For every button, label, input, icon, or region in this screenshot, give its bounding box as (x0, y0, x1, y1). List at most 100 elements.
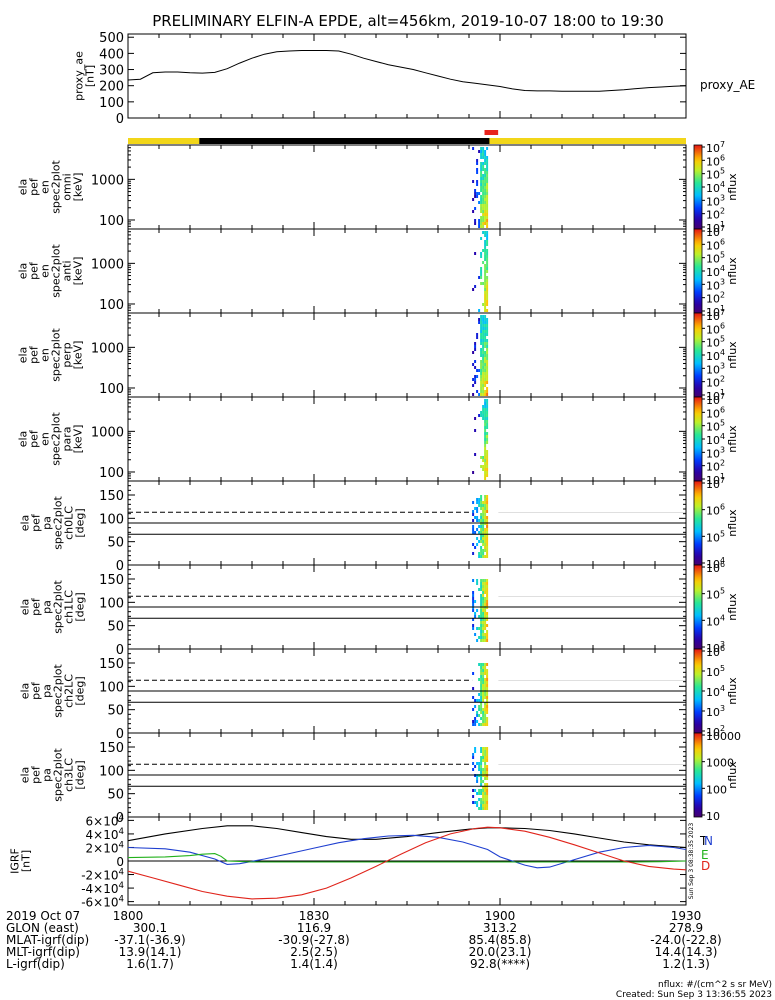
colorbar-tick-label: 105 (706, 664, 725, 679)
spectrogram-cell (474, 195, 477, 198)
spectrogram-cell (486, 537, 489, 540)
spectrogram-cell (472, 351, 475, 354)
spectrogram-cell (478, 678, 481, 681)
y-tick-label: 50 (107, 788, 124, 803)
spectrogram-cell (484, 534, 487, 537)
spectrogram-cell (486, 327, 489, 330)
spectrogram-cell (482, 672, 485, 675)
orbit-bar-segment-sunlit (128, 138, 200, 144)
spectrogram-cell (480, 531, 483, 534)
spectrogram-cell (484, 174, 487, 177)
spectrogram-cell (486, 324, 489, 327)
spectrogram-cell (480, 678, 483, 681)
spectrogram-cell (480, 807, 483, 810)
spectrogram-cell (484, 519, 487, 522)
spectrogram-cell (484, 612, 487, 615)
spectrogram-cell (480, 171, 483, 174)
y-tick-label: 0 (116, 112, 124, 127)
spectrogram-cell (484, 294, 487, 297)
spectrogram-cell (484, 309, 487, 312)
colorbar-ch3LC (693, 732, 703, 818)
y-tick-label: 50 (107, 620, 124, 635)
spectrogram-cell (476, 609, 479, 612)
spectrogram-cell (480, 207, 483, 210)
spectrogram-cell (472, 723, 475, 726)
spectrogram-cell (486, 297, 489, 300)
spectrogram-cell (484, 375, 487, 378)
spectrogram-cell (484, 249, 487, 252)
spectrogram-cell (484, 351, 487, 354)
spectrogram-cell (482, 579, 485, 582)
y-tick-label: 0 (116, 643, 124, 658)
spectrogram-cell (484, 792, 487, 795)
spectrogram-cell (482, 414, 485, 417)
spectrogram-cell (484, 408, 487, 411)
spectrogram-cell (478, 201, 481, 204)
spectrogram-cell (472, 288, 475, 291)
y-tick-label: 0 (116, 855, 124, 869)
panel-para-ylabel-line: para (61, 427, 74, 452)
spectrogram-cell (486, 516, 489, 519)
colorbar-tick-label: 105 (706, 529, 725, 544)
panel-para-ylabel-line: spec2plot (50, 412, 63, 466)
spectrogram-cell (472, 708, 475, 711)
spectrogram-cell (484, 669, 487, 672)
colorbar-tick-label: 107 (706, 308, 725, 323)
spectrogram-cell (478, 219, 481, 222)
spectrogram-cell (476, 162, 479, 165)
colorbar-tick-label: 106 (706, 503, 725, 518)
spectrogram-cell (486, 618, 489, 621)
spectrogram-cell (486, 252, 489, 255)
spectrogram-cell (486, 162, 489, 165)
spectrogram-cell (482, 303, 485, 306)
spectrogram-cell (482, 198, 485, 201)
colorbar-tick-label: 105 (706, 335, 725, 350)
spectrogram-cell (486, 303, 489, 306)
footer-row-label: MLAT-igrf(dip) (6, 933, 89, 947)
spectrogram-cell (472, 753, 475, 756)
orbit-bar-segment-sunlit (489, 138, 686, 144)
spectrogram-cell (486, 411, 489, 414)
spectrogram-cell (480, 381, 483, 384)
panel-ch2LC-ylabel-line: pef (30, 681, 43, 700)
spectrogram-cell (486, 585, 489, 588)
colorbar-tick-label: 100 (706, 783, 727, 796)
spectrogram-cell (482, 348, 485, 351)
spectrogram-cell (484, 291, 487, 294)
spectrogram-cell (482, 357, 485, 360)
spectrogram-cell (482, 594, 485, 597)
spectrogram-cell (480, 552, 483, 555)
spectrogram-cell (484, 717, 487, 720)
spectrogram-cell (484, 201, 487, 204)
spectrogram-cell (482, 747, 485, 750)
spectrogram-cell (484, 723, 487, 726)
spectrogram-cell (482, 261, 485, 264)
spectrogram-cell (484, 426, 487, 429)
spectrogram-cell (484, 441, 487, 444)
spectrogram-cell (482, 549, 485, 552)
spectrogram-cell (482, 345, 485, 348)
spectrogram-cell (480, 672, 483, 675)
spectrogram-cell (480, 603, 483, 606)
spectrogram-cell (486, 474, 489, 477)
proxy-ae-frame (127, 33, 687, 119)
spectrogram-cell (486, 243, 489, 246)
spectrogram-cell (482, 603, 485, 606)
spectrogram-cell (484, 282, 487, 285)
spectrogram-cell (486, 387, 489, 390)
spectrogram-cell (484, 549, 487, 552)
spectrogram-cell (482, 165, 485, 168)
spectrogram-cell (486, 534, 489, 537)
footer-row-label: L-igrf(dip) (6, 957, 65, 971)
spectrogram-cell (480, 330, 483, 333)
spectrogram-cell (482, 408, 485, 411)
spectrogram-cell (478, 798, 481, 801)
spectrogram-cell (484, 264, 487, 267)
spectrogram-cell (474, 765, 477, 768)
spectrogram-cell (484, 222, 487, 225)
spectrogram-cell (480, 414, 483, 417)
spectrogram-cell (486, 348, 489, 351)
spectrogram-cell (486, 723, 489, 726)
